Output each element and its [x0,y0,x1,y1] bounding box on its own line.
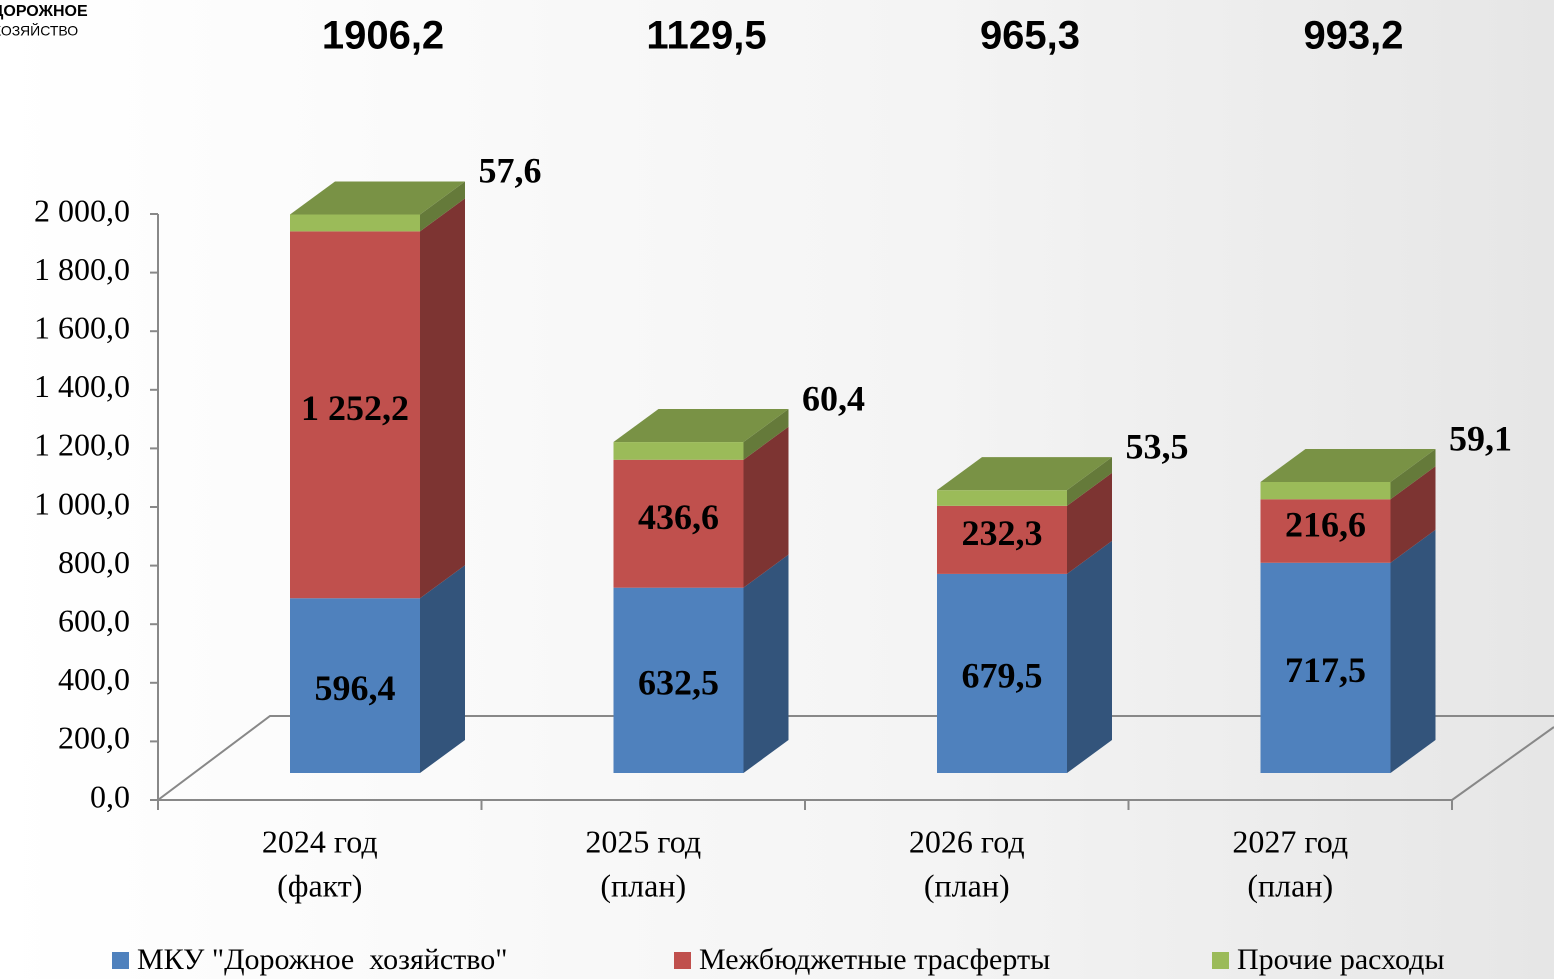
bar-segment [1261,482,1391,499]
legend-label: Межбюджетные трасферты [699,943,1050,976]
data-label: 60,4 [802,378,865,418]
x-tick-label: (план) [924,867,1010,903]
total-label: 993,2 [1303,14,1403,58]
x-tick-label: (план) [1247,867,1333,903]
x-tick-label: 2026 год [909,823,1025,859]
x-tick-label: 2025 год [585,823,701,859]
y-tick-label: 600,0 [58,603,130,639]
x-tick-label: (факт) [277,867,362,903]
data-label: 216,6 [1285,504,1366,544]
total-label: 965,3 [980,14,1080,58]
logo-text: ДОРОЖНОЕ [0,3,88,20]
data-label: 596,4 [315,668,396,708]
x-tick-label: (план) [600,867,686,903]
legend-swatch [1212,952,1229,969]
y-tick-label: 0,0 [90,778,130,814]
legend-label: МКУ "Дорожное хозяйство" [137,943,507,976]
data-label: 57,6 [479,151,542,191]
data-label: 59,1 [1449,418,1512,458]
logo-text: ХОЗЯЙСТВО [0,22,78,39]
bar-side [1391,530,1436,773]
bar-segment [290,214,420,231]
chart: ДОРОЖНОЕ ХОЗЯЙСТВО 0,0 200,0 400,0 600,0 800… [0,0,1554,979]
data-label: 436,6 [638,497,719,537]
total-label: 1129,5 [646,14,766,58]
x-tick-label: 2027 год [1232,823,1348,859]
bar-side [420,198,465,598]
y-tick-label: 800,0 [58,544,130,580]
floor [1452,727,1554,800]
data-label: 679,5 [962,656,1043,696]
y-tick-label: 1 600,0 [34,310,130,346]
data-label: 717,5 [1285,650,1366,690]
legend-swatch [112,952,129,969]
y-tick-label: 400,0 [58,661,130,697]
x-tick-label: 2024 год [262,823,378,859]
y-tick-label: 200,0 [58,720,130,756]
data-label: 632,5 [638,663,719,703]
data-label: 232,3 [962,513,1043,553]
total-label: 1906,2 [322,14,444,58]
y-tick-label: 1 400,0 [34,368,130,404]
bar-segment [614,442,744,460]
y-tick-label: 1 800,0 [34,251,130,287]
y-tick-label: 1 200,0 [34,427,130,463]
bar-segment [937,490,1067,506]
bar-side [420,565,465,773]
data-label: 53,5 [1126,426,1189,466]
bar-side [744,555,789,773]
y-tick-label: 2 000,0 [34,192,130,228]
y-tick-label: 1 000,0 [34,485,130,521]
legend-swatch [674,952,691,969]
legend-label: Прочие расходы [1237,943,1445,976]
data-label: 1 252,2 [301,388,409,428]
bar-side [1067,541,1112,773]
